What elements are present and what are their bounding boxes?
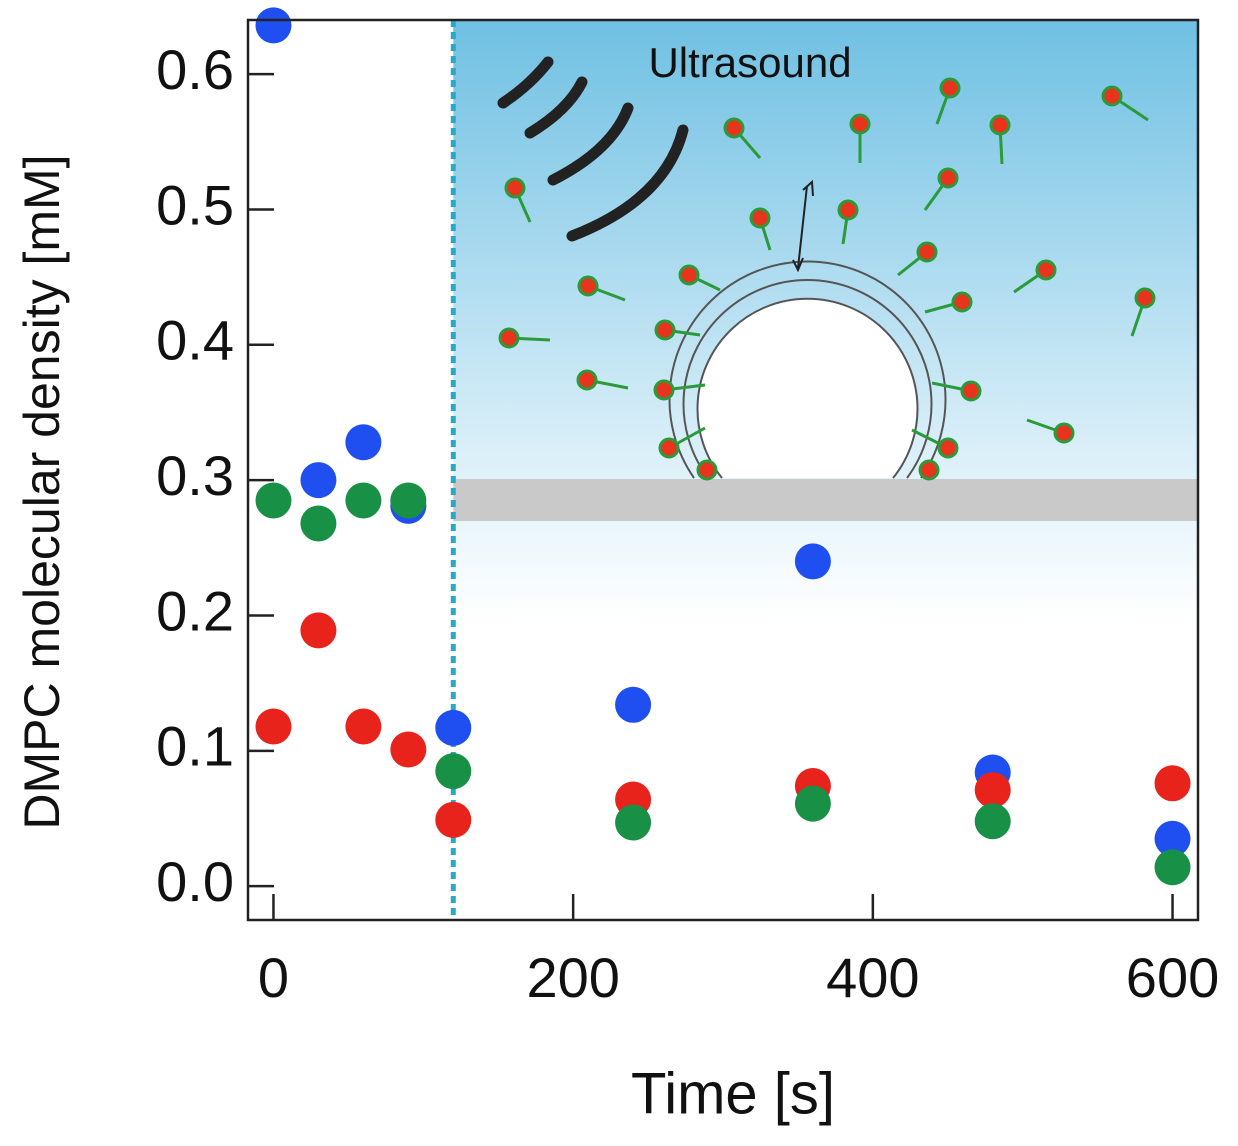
- x-tick-label: 400: [826, 946, 919, 1009]
- data-point: [794, 543, 831, 580]
- data-point: [300, 462, 337, 499]
- y-tick-label: 0.0: [156, 850, 234, 913]
- data-point: [300, 505, 337, 542]
- y-tick-label: 0.3: [156, 444, 234, 507]
- data-point: [615, 804, 652, 841]
- data-point: [435, 709, 472, 746]
- data-point: [435, 801, 472, 838]
- data-point: [345, 424, 382, 461]
- plot-frame: [246, 18, 1200, 922]
- data-point: [1154, 765, 1191, 802]
- data-point: [390, 482, 427, 519]
- x-axis-label: Time [s]: [631, 1061, 835, 1126]
- x-tick-label: 0: [258, 946, 289, 1009]
- substrate: [453, 479, 1198, 521]
- data-point: [615, 686, 652, 723]
- illustration: [497, 56, 1156, 481]
- data-point: [345, 708, 382, 745]
- y-tick-label: 0.4: [156, 309, 234, 372]
- x-tick-label: 200: [526, 946, 619, 1009]
- annotation: Ultrasound: [648, 39, 851, 86]
- y-tick-label: 0.6: [156, 38, 234, 101]
- data-point: [255, 482, 292, 519]
- data-point: [1154, 820, 1191, 857]
- data-point: [390, 731, 427, 768]
- data-point: [974, 772, 1011, 809]
- y-axis-label: DMPC molecular density [mM]: [14, 154, 70, 829]
- y-tick-label: 0.5: [156, 173, 234, 236]
- y-tick-label: 0.2: [156, 579, 234, 642]
- data-point: [1154, 849, 1191, 886]
- data-point: [435, 753, 472, 790]
- data-point: [255, 708, 292, 745]
- x-tick-label: 600: [1126, 946, 1219, 1009]
- data-point: [794, 785, 831, 822]
- data-point: [255, 7, 292, 44]
- y-tick-label: 0.1: [156, 715, 234, 778]
- data-point: [974, 803, 1011, 840]
- data-point: [345, 482, 382, 519]
- data-point: [300, 612, 337, 649]
